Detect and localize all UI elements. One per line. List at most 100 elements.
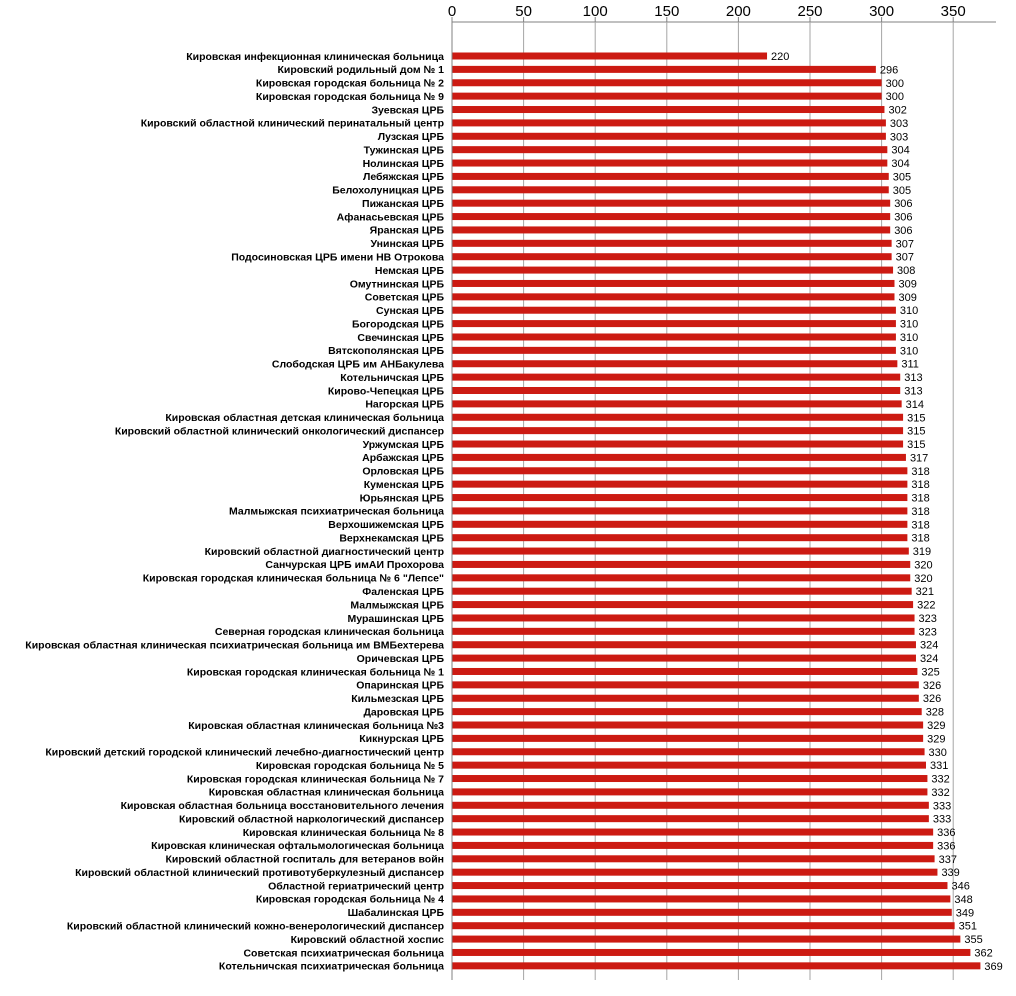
value-label-53: 331 xyxy=(930,760,948,772)
value-label-55: 332 xyxy=(931,787,949,799)
value-label-29: 315 xyxy=(907,439,925,451)
category-label-63: Кировская городская больница № 4 xyxy=(256,894,444,906)
value-label-66: 355 xyxy=(964,934,982,946)
bar-13 xyxy=(452,226,891,234)
bar-18 xyxy=(452,293,895,301)
category-label-19: Сунская ЦРБ xyxy=(376,305,444,317)
value-label-37: 319 xyxy=(913,546,931,558)
category-label-56: Кировская областная больница восстановит… xyxy=(121,800,444,812)
value-label-39: 320 xyxy=(914,573,932,585)
value-label-25: 313 xyxy=(904,386,922,398)
category-label-48: Кильмезская ЦРБ xyxy=(351,693,444,705)
bar-22 xyxy=(452,346,896,354)
value-label-10: 305 xyxy=(893,185,911,197)
category-label-21: Свечинская ЦРБ xyxy=(357,332,444,344)
category-label-30: Арбажская ЦРБ xyxy=(362,452,444,464)
bar-27 xyxy=(452,413,904,421)
category-label-64: Шабалинская ЦРБ xyxy=(348,907,445,919)
value-label-58: 336 xyxy=(937,827,955,839)
category-label-15: Подосиновская ЦРБ имени НВ Отрокова xyxy=(231,252,444,264)
value-label-65: 351 xyxy=(959,921,977,933)
category-label-34: Малмыжская психиатрическая больница xyxy=(229,506,444,518)
category-label-62: Областной гериатрический центр xyxy=(268,880,444,892)
value-label-20: 310 xyxy=(900,319,918,331)
bar-53 xyxy=(452,761,926,769)
bar-49 xyxy=(452,708,922,716)
value-label-19: 310 xyxy=(900,305,918,317)
value-label-6: 303 xyxy=(890,131,908,143)
category-label-58: Кировская клиническая больница № 8 xyxy=(243,827,444,839)
category-label-0: Кировская инфекционная клиническая больн… xyxy=(186,51,444,63)
category-label-8: Нолинская ЦРБ xyxy=(363,158,445,170)
bar-61 xyxy=(452,868,938,876)
category-label-22: Вятскополянская ЦРБ xyxy=(328,345,444,357)
x-tick-label-7: 350 xyxy=(941,3,966,20)
value-label-57: 333 xyxy=(933,814,951,826)
bar-39 xyxy=(452,574,911,582)
bar-34 xyxy=(452,507,908,515)
bar-56 xyxy=(452,801,929,809)
bar-54 xyxy=(452,775,928,783)
bar-17 xyxy=(452,279,895,287)
value-label-2: 300 xyxy=(886,78,904,90)
value-label-43: 323 xyxy=(919,626,937,638)
value-label-61: 339 xyxy=(941,867,959,879)
bar-38 xyxy=(452,560,911,568)
category-labels: Кировская инфекционная клиническая больн… xyxy=(25,51,444,973)
bar-64 xyxy=(452,908,952,916)
x-tick-label-6: 300 xyxy=(869,3,894,20)
bar-30 xyxy=(452,453,906,461)
category-label-4: Зуевская ЦРБ xyxy=(371,104,444,116)
x-tick-label-5: 250 xyxy=(797,3,822,20)
value-label-48: 326 xyxy=(923,693,941,705)
value-label-12: 306 xyxy=(894,212,912,224)
bar-45 xyxy=(452,654,916,662)
value-label-5: 303 xyxy=(890,118,908,130)
bar-63 xyxy=(452,895,951,903)
bar-66 xyxy=(452,935,961,943)
value-label-33: 318 xyxy=(911,493,929,505)
category-label-45: Оричевская ЦРБ xyxy=(357,653,445,665)
value-label-21: 310 xyxy=(900,332,918,344)
category-label-31: Орловская ЦРБ xyxy=(362,466,444,478)
bar-32 xyxy=(452,480,908,488)
value-label-11: 306 xyxy=(894,198,912,210)
bar-57 xyxy=(452,815,929,823)
value-label-27: 315 xyxy=(907,412,925,424)
category-label-39: Кировская городская клиническая больница… xyxy=(143,573,444,585)
category-label-51: Кикнурская ЦРБ xyxy=(359,733,444,745)
value-label-15: 307 xyxy=(896,252,914,264)
category-label-68: Котельничская психиатрическая больница xyxy=(219,961,444,973)
bar-2 xyxy=(452,79,882,87)
bar-10 xyxy=(452,186,889,194)
bar-65 xyxy=(452,922,955,930)
category-label-3: Кировская городская больница № 9 xyxy=(256,91,444,103)
bar-26 xyxy=(452,400,902,408)
category-label-53: Кировская городская больница № 5 xyxy=(256,760,444,772)
value-label-49: 328 xyxy=(926,707,944,719)
category-label-60: Кировский областной госпиталь для ветера… xyxy=(165,854,444,866)
value-label-9: 305 xyxy=(893,171,911,183)
x-tick-label-2: 100 xyxy=(583,3,608,20)
value-label-31: 318 xyxy=(911,466,929,478)
bar-28 xyxy=(452,427,904,435)
bar-24 xyxy=(452,373,901,381)
value-label-47: 326 xyxy=(923,680,941,692)
bar-31 xyxy=(452,467,908,475)
bar-21 xyxy=(452,333,896,341)
bar-41 xyxy=(452,601,914,609)
value-label-44: 324 xyxy=(920,640,938,652)
bar-0 xyxy=(452,52,768,60)
value-label-54: 332 xyxy=(931,774,949,786)
category-label-5: Кировский областной клинический перината… xyxy=(141,118,444,130)
category-label-20: Богородская ЦРБ xyxy=(352,318,444,330)
value-label-59: 336 xyxy=(937,840,955,852)
category-label-13: Яранская ЦРБ xyxy=(370,225,445,237)
value-label-36: 318 xyxy=(911,533,929,545)
category-label-7: Тужинская ЦРБ xyxy=(364,144,445,156)
category-label-61: Кировский областной клинический противот… xyxy=(75,867,444,879)
category-label-46: Кировская городская клиническая больница… xyxy=(187,666,444,678)
x-tick-label-1: 50 xyxy=(515,3,532,20)
category-label-40: Фаленская ЦРБ xyxy=(362,586,444,598)
